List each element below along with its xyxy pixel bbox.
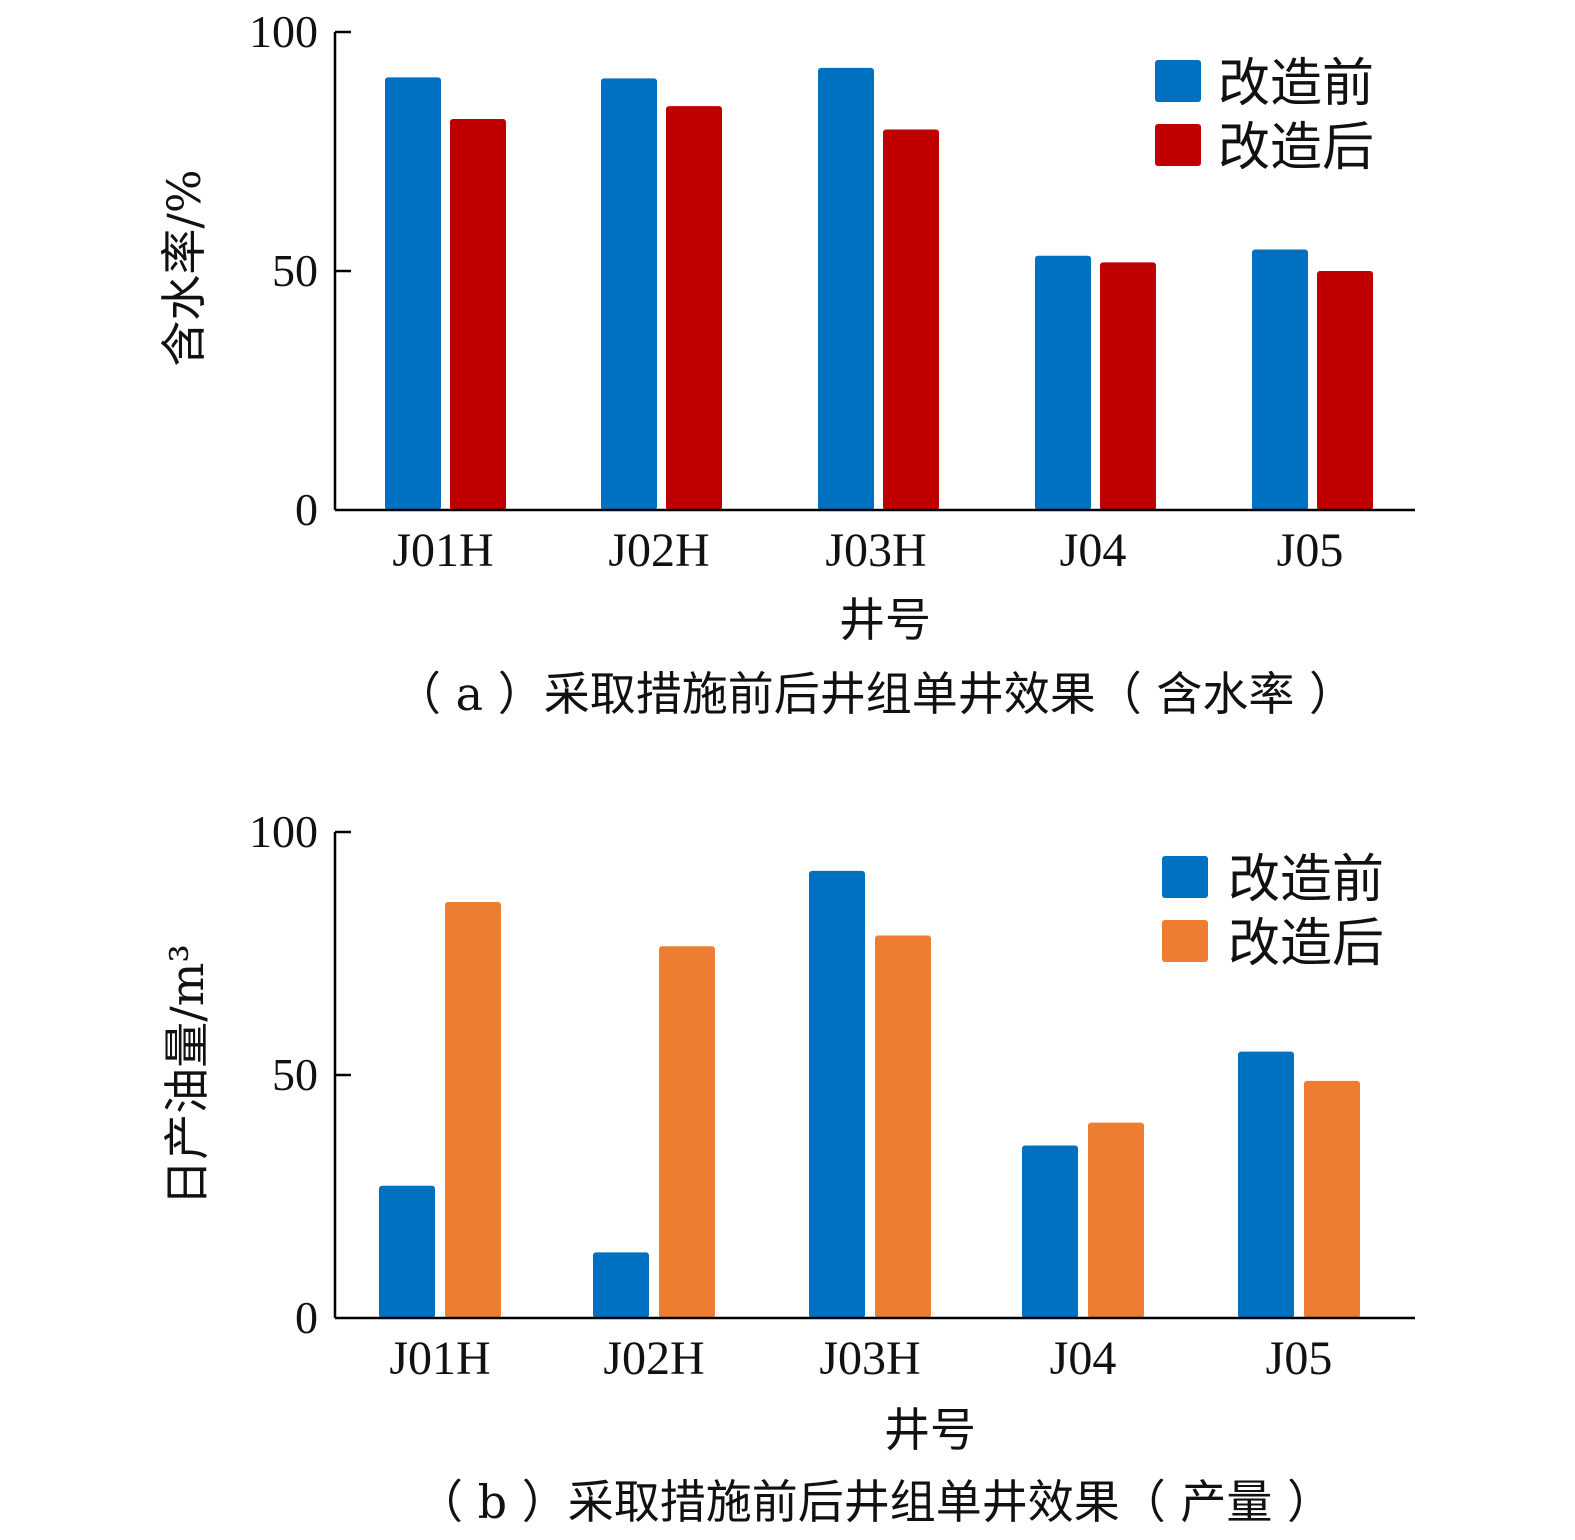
chart-a-category-label-j04: J04	[1060, 524, 1127, 577]
chart-b-category-label-j05: J05	[1266, 1332, 1333, 1385]
chart-a-ytick-50: 50	[272, 245, 318, 296]
chart-a-caption: （ a ）采取措施前后井组单井效果（ 含水率 ）	[395, 667, 1355, 721]
chart-b-bars	[379, 870, 1360, 1318]
chart-b-legend-swatch-after	[1162, 920, 1208, 962]
chart-a-bar-j04-before	[1035, 255, 1091, 510]
chart-b: 100 50 0 J01H J02H J03H J04 J05 井号 日产油量/m³ 改…	[160, 806, 1415, 1529]
chart-b-legend-label-after: 改造后	[1228, 914, 1384, 974]
chart-b-bar-j05-after	[1304, 1080, 1360, 1318]
chart-b-x-axis-title: 井号	[884, 1403, 976, 1457]
chart-a-bar-j05-after	[1317, 271, 1373, 510]
chart-a-bar-j02h-after	[666, 106, 722, 510]
chart-a-legend-label-before: 改造前	[1218, 54, 1374, 114]
chart-a-x-axis-title: 井号	[839, 593, 931, 647]
chart-a-bars	[385, 67, 1373, 511]
chart-a-bar-j05-before	[1252, 249, 1308, 511]
chart-b-legend-swatch-before	[1162, 856, 1208, 898]
chart-a-bar-j03h-after	[883, 129, 939, 510]
chart-b-category-labels: J01H J02H J03H J04 J05	[389, 1332, 1332, 1385]
chart-a: 100 50 0 J01H J02H J03H J04 J05 井号 含水率/% 改造前…	[157, 6, 1415, 721]
chart-a-bar-j04-after	[1100, 262, 1156, 510]
chart-b-bar-j02h-before	[593, 1252, 649, 1318]
chart-b-bar-j04-after	[1088, 1122, 1144, 1318]
chart-b-caption: （ b ）采取措施前后井组单井效果（ 产量 ）	[417, 1475, 1333, 1529]
chart-b-bar-j01h-before	[379, 1185, 435, 1318]
chart-b-bar-j03h-after	[875, 935, 931, 1318]
chart-a-legend-swatch-before	[1155, 60, 1201, 102]
chart-a-category-label-j05: J05	[1277, 524, 1344, 577]
chart-a-ytick-100: 100	[249, 6, 318, 57]
chart-a-category-label-j02h: J02H	[608, 524, 709, 577]
chart-b-ytick-100: 100	[249, 806, 318, 857]
chart-b-y-axis-title: 日产油量/m³	[160, 944, 214, 1206]
chart-a-bar-j01h-before	[385, 77, 441, 510]
chart-a-legend-swatch-after	[1155, 124, 1201, 166]
chart-b-ytick-50: 50	[272, 1049, 318, 1100]
chart-a-ytick-0: 0	[295, 484, 318, 535]
chart-a-legend-label-after: 改造后	[1218, 118, 1374, 178]
chart-a-bar-j01h-after	[450, 118, 506, 510]
chart-b-bar-j05-before	[1238, 1051, 1294, 1318]
chart-b-bar-j02h-after	[659, 946, 715, 1318]
chart-a-bar-j02h-before	[601, 78, 657, 510]
chart-b-category-label-j04: J04	[1050, 1332, 1117, 1385]
chart-a-category-label-j03h: J03H	[825, 524, 926, 577]
chart-b-bar-j01h-after	[445, 901, 501, 1318]
chart-b-category-label-j02h: J02H	[603, 1332, 704, 1385]
chart-a-category-labels: J01H J02H J03H J04 J05	[392, 524, 1343, 577]
chart-b-category-label-j01h: J01H	[389, 1332, 490, 1385]
chart-a-y-axis-title: 含水率/%	[157, 169, 211, 366]
chart-b-category-label-j03h: J03H	[819, 1332, 920, 1385]
chart-b-ytick-0: 0	[295, 1292, 318, 1343]
chart-b-bar-j04-before	[1022, 1145, 1078, 1318]
chart-a-bar-j03h-before	[818, 67, 874, 510]
chart-b-bar-j03h-before	[809, 870, 865, 1318]
chart-a-category-label-j01h: J01H	[392, 524, 493, 577]
chart-b-legend-label-before: 改造前	[1228, 850, 1384, 910]
